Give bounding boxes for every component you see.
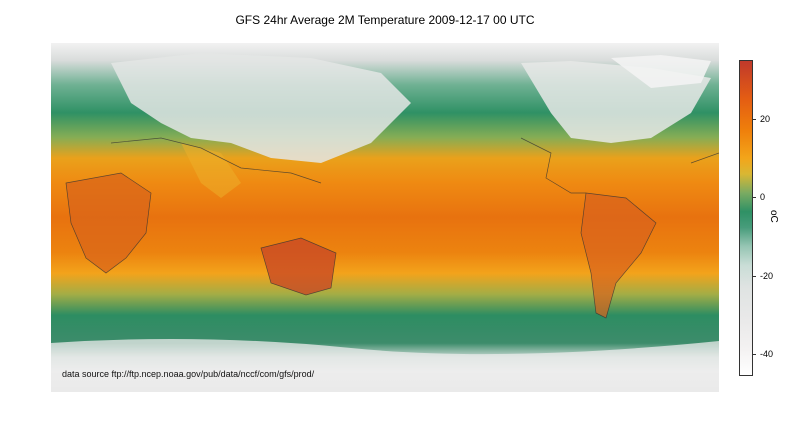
temperature-map (51, 43, 719, 392)
color-scale-tick-label: -40 (760, 349, 774, 360)
color-scale-tick-label: 20 (760, 113, 771, 124)
map-title: GFS 24hr Average 2M Temperature 2009-12-… (235, 13, 535, 27)
data-source-note: data source ftp://ftp.ncep.noaa.gov/pub/… (62, 369, 315, 379)
color-scale-tick (752, 275, 756, 277)
color-scale-tick (752, 118, 756, 120)
color-scale-unit: oC (768, 210, 779, 223)
color-scale-tick-label: 0 (760, 192, 766, 203)
color-scale-tick (752, 354, 756, 356)
color-scale-tick (752, 197, 756, 199)
color-scale-bar (739, 60, 753, 376)
color-scale-tick-label: -20 (760, 270, 774, 281)
